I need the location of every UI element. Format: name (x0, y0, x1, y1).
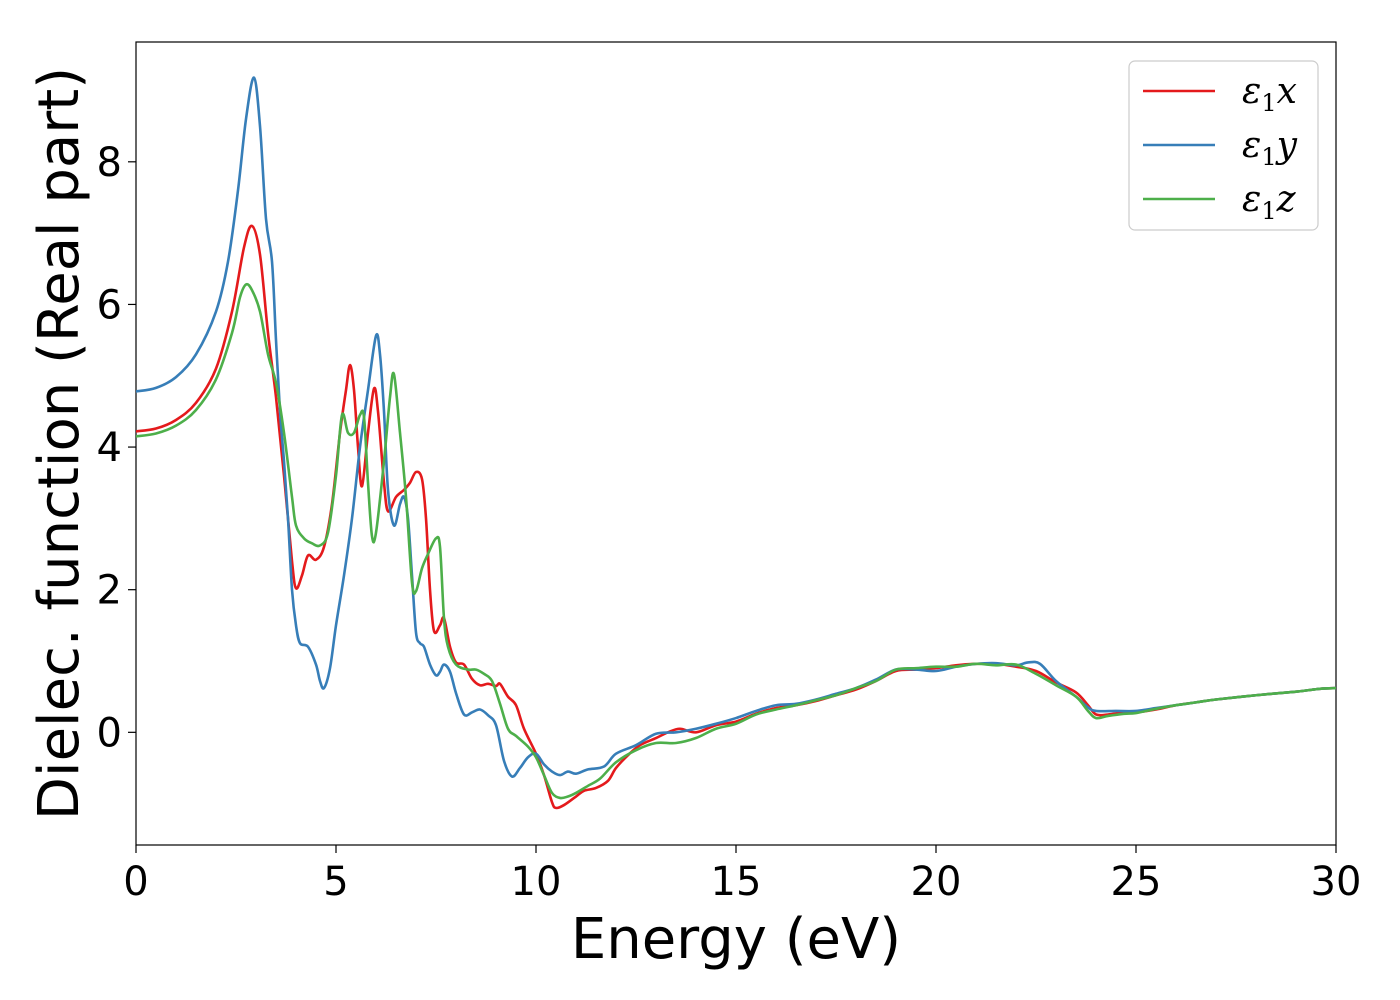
y-tick-label: 0 (97, 710, 122, 756)
legend-label: ε1z (1242, 179, 1297, 225)
legend-entry-y: ε1y (1143, 125, 1298, 171)
x-tick-label: 15 (711, 859, 762, 905)
series-line-z (136, 282, 1336, 800)
legend-label: ε1x (1242, 71, 1297, 117)
legend-entry-x: ε1x (1143, 71, 1297, 117)
x-tick-label: 30 (1311, 859, 1362, 905)
series-layer (136, 76, 1336, 810)
x-axis-label: Energy (eV) (571, 907, 901, 972)
y-tick-label: 2 (97, 568, 122, 614)
y-axis-label: Dielec. function (Real part) (27, 67, 92, 820)
x-tick-label: 25 (1111, 859, 1162, 905)
y-axis: 0 2 4 6 8 (97, 140, 136, 756)
y-tick-label: 4 (97, 425, 122, 471)
series-line-y (136, 76, 1336, 778)
y-tick-label: 8 (97, 140, 122, 186)
legend-entry-z: ε1z (1143, 179, 1297, 225)
x-tick-label: 5 (323, 859, 348, 905)
legend: ε1x ε1y ε1z (1128, 60, 1319, 231)
legend-label: ε1y (1242, 125, 1298, 171)
series-line-x (136, 224, 1336, 810)
y-tick-label: 6 (97, 282, 122, 328)
x-axis: 0 5 10 15 20 25 30 (123, 845, 1361, 905)
x-tick-label: 20 (911, 859, 962, 905)
x-tick-label: 0 (123, 859, 148, 905)
x-tick-label: 10 (511, 859, 562, 905)
legend-box (1128, 60, 1319, 231)
